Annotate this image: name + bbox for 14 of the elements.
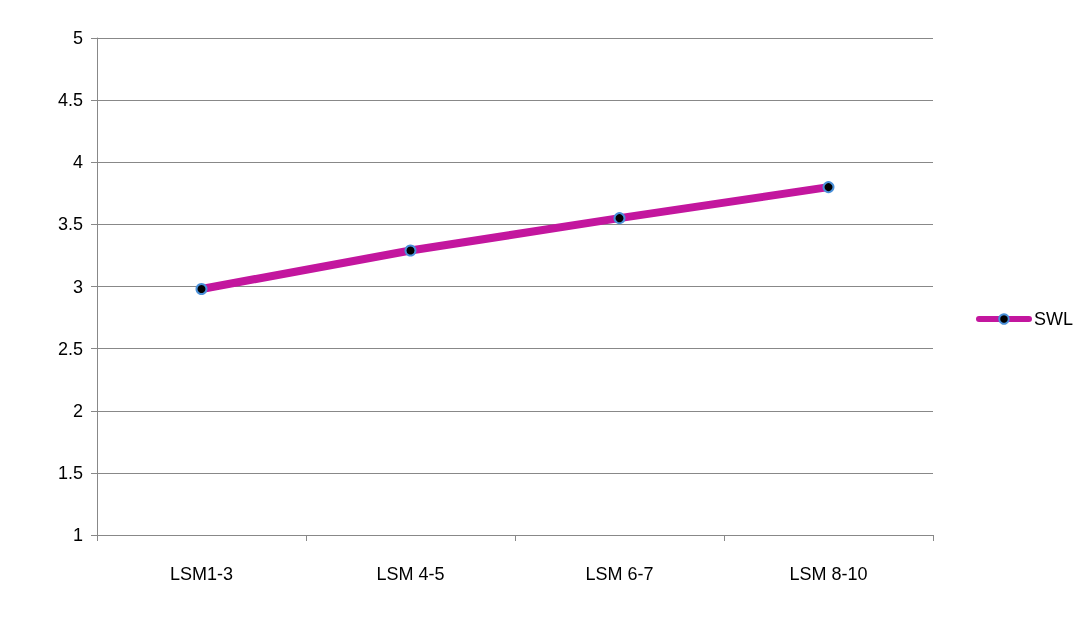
- y-tick-label: 1.5: [57, 462, 83, 483]
- x-tick-label: LSM 4-5: [376, 564, 445, 584]
- y-tick-label: 4: [72, 152, 83, 173]
- y-tick-label: 5: [72, 28, 83, 48]
- x-tick-label: LSM 6-7: [585, 564, 654, 584]
- y-tick-label: 4.5: [57, 90, 83, 111]
- y-tick-label: 3.5: [57, 214, 83, 235]
- y-tick-label: 2.5: [57, 338, 83, 359]
- x-tick-label: LSM1-3: [169, 564, 234, 584]
- legend-label: SWL: [1033, 309, 1074, 329]
- x-tick-label: LSM 8-10: [789, 564, 868, 584]
- y-tick-label: 1: [72, 525, 83, 545]
- y-tick-label: 3: [72, 276, 83, 297]
- y-tick-label: 2: [72, 400, 83, 421]
